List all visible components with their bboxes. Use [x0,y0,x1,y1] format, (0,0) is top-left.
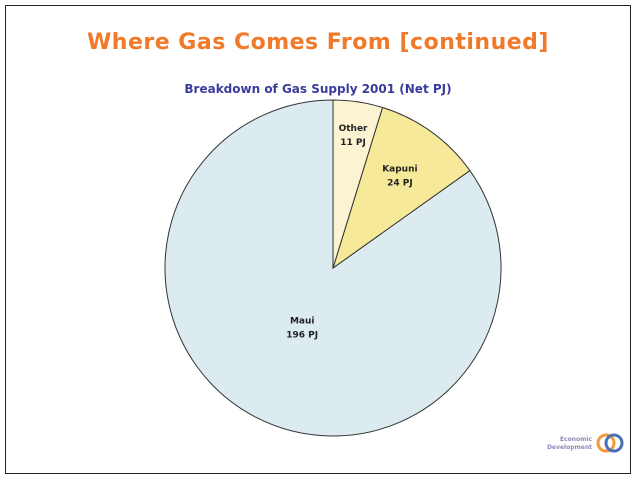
slide-title: Where Gas Comes From [continued] [87,30,549,55]
slide: Where Gas Comes From [continued] Breakdo… [5,5,631,474]
slice-label-maui: Maui [290,317,315,327]
slice-label-other: Other [339,124,368,134]
slice-value-maui: 196 PJ [286,331,318,341]
slice-label-kapuni: Kapuni [382,164,417,174]
pie-chart: Maui 196 PJ Kapuni 24 PJ Other 11 PJ [164,99,502,437]
pie-slice-other [332,99,384,269]
logo: Economic Development [518,430,628,470]
pie-slice-kapuni [332,106,471,270]
logo-text-economic: Economic [559,436,592,443]
chart-title: Breakdown of Gas Supply 2001 (Net PJ) [184,82,452,96]
slice-value-kapuni: 24 PJ [387,178,413,188]
logo-mark-icon [596,433,624,453]
logo-text-development: Development [547,444,592,451]
slice-value-other: 11 PJ [340,138,366,148]
